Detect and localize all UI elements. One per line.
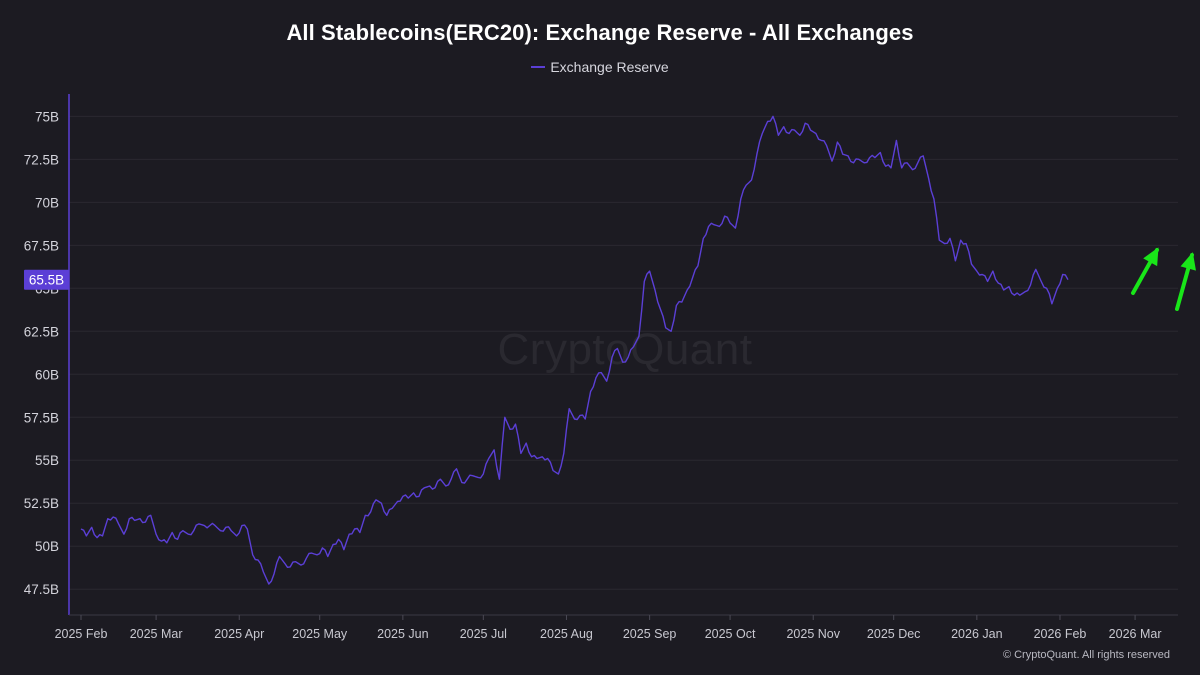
legend[interactable]: Exchange Reserve: [0, 59, 1200, 75]
y-tick-label: 52.5B: [24, 496, 59, 511]
y-axis-ticks: 47.5B50B52.5B55B57.5B60B62.5B65B67.5B70B…: [24, 109, 59, 597]
y-tick-label: 57.5B: [24, 410, 59, 425]
x-tick-label: 2025 Oct: [705, 627, 756, 641]
exchange-reserve-line[interactable]: [80, 115, 1069, 585]
x-tick-label: 2025 Dec: [867, 627, 921, 641]
annotation-arrows: [1131, 247, 1196, 311]
y-tick-label: 50B: [35, 539, 59, 554]
legend-swatch: [531, 65, 546, 68]
y-tick-label: 75B: [35, 109, 59, 124]
x-tick-label: 2025 Mar: [130, 627, 183, 641]
y-tick-label: 60B: [35, 367, 59, 382]
x-tick-label: 2025 Aug: [540, 627, 593, 641]
y-tick-label: 62.5B: [24, 324, 59, 339]
x-tick-label: 2026 Mar: [1109, 627, 1162, 641]
current-value-badge: [24, 269, 69, 290]
x-tick-label: 2025 May: [292, 627, 348, 641]
current-value-label: 65.5B: [29, 273, 64, 288]
current-value-marker: 65.5B: [24, 269, 69, 290]
x-tick-label: 2025 Apr: [214, 627, 264, 641]
x-tick-label: 2025 Sep: [623, 627, 677, 641]
x-axis-ticks: 2025 Feb 2025 Mar 2025 Apr 2025 May 2025 Jun…: [55, 615, 1162, 641]
y-tick-label: 55B: [35, 453, 59, 468]
green-arrow-head: [1180, 252, 1196, 271]
y-tick-label: 47.5B: [24, 582, 59, 597]
x-tick-label: 2025 Jun: [377, 627, 428, 641]
x-tick-label: 2026 Feb: [1034, 627, 1087, 641]
y-tick-label: 70B: [35, 195, 59, 210]
y-tick-label: 72.5B: [24, 152, 59, 167]
x-tick-label: 2025 Jul: [460, 627, 507, 641]
green-arrow-head: [1143, 247, 1159, 267]
x-tick-label: 2025 Nov: [786, 627, 840, 641]
x-tick-label: 2026 Jan: [951, 627, 1002, 641]
gridlines: [69, 115, 1178, 590]
copyright-notice: © CryptoQuant. All rights reserved: [1002, 649, 1170, 661]
x-tick-label: 2025 Feb: [55, 627, 108, 641]
watermark: CryptoQuant: [497, 325, 753, 374]
chart-title: All Stablecoins(ERC20): Exchange Reserve…: [286, 20, 914, 45]
y-tick-label: 67.5B: [24, 238, 59, 253]
legend-label: Exchange Reserve: [550, 59, 669, 75]
